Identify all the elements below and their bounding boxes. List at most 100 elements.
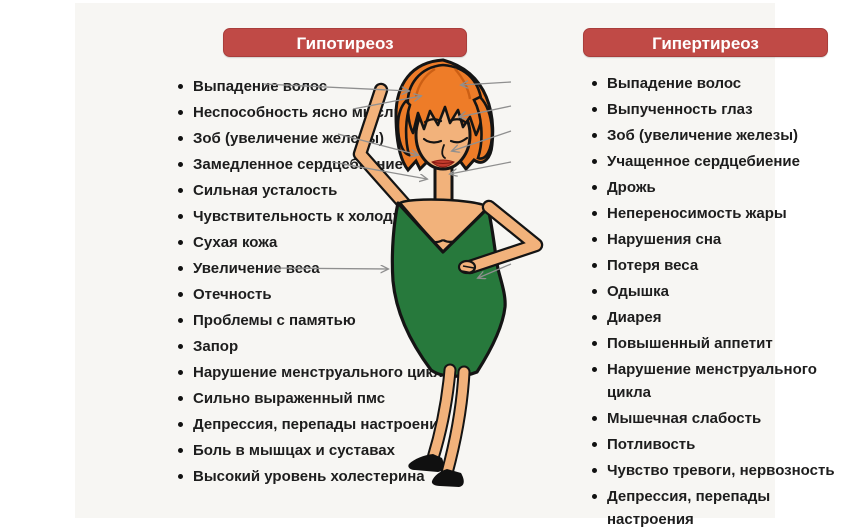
symptom-item: Чувство тревоги, нервозность: [592, 459, 844, 482]
symptom-item: Нарушения сна: [592, 228, 844, 251]
bullet-icon: [592, 341, 597, 346]
symptom-label: Зоб (увеличение железы): [193, 130, 385, 147]
symptom-label: Неспособность ясно мыслить: [193, 104, 420, 121]
symptom-label: Зоб (увеличение железы): [607, 127, 799, 144]
bullet-icon: [592, 107, 597, 112]
symptom-item: Одышка: [592, 280, 844, 303]
symptom-label: Замедленное сердцебиение: [193, 156, 403, 173]
symptom-label: Потеря веса: [607, 257, 699, 274]
bullet-icon: [592, 263, 597, 268]
symptom-label: Депрессия, перепады настроения: [193, 416, 448, 433]
bullet-icon: [178, 188, 183, 193]
symptom-item: Нарушение менструального цикла: [592, 358, 844, 404]
bullet-icon: [178, 448, 183, 453]
symptom-label: Потливость: [607, 436, 696, 453]
symptom-item: Выпадение волос: [592, 72, 844, 95]
bullet-icon: [592, 211, 597, 216]
symptom-item: Зоб (увеличение железы): [178, 127, 478, 150]
symptom-label: Мышечная слабость: [607, 410, 762, 427]
bullet-icon: [178, 318, 183, 323]
symptom-item: Депрессия, перепады настроения: [592, 485, 844, 528]
symptom-item: Нарушение менструального цикла: [178, 361, 478, 384]
symptom-label: Отечность: [193, 286, 272, 303]
symptom-item: Выпученность глаз: [592, 98, 844, 121]
bullet-icon: [178, 370, 183, 375]
symptom-label: Выпадение волос: [193, 78, 328, 95]
symptom-label: Увеличение веса: [193, 260, 320, 277]
symptom-item: Повышенный аппетит: [592, 332, 844, 355]
bullet-icon: [592, 289, 597, 294]
symptom-label: Чувство тревоги, нервозность: [607, 462, 835, 479]
symptom-item: Высокий уровень холестерина: [178, 465, 478, 488]
symptom-label: Чувствительность к холоду: [193, 208, 402, 225]
symptom-item: Непереносимость жары: [592, 202, 844, 225]
symptom-item: Запор: [178, 335, 478, 358]
symptom-item: Дрожь: [592, 176, 844, 199]
symptom-label: Нарушение менструального цикла: [193, 364, 452, 381]
symptom-item: Диарея: [592, 306, 844, 329]
symptom-item: Мышечная слабость: [592, 407, 844, 430]
symptom-label: Запор: [193, 338, 239, 355]
bullet-icon: [178, 240, 183, 245]
bullet-icon: [178, 110, 183, 115]
bullet-icon: [178, 474, 183, 479]
symptom-label: Высокий уровень холестерина: [193, 468, 425, 485]
symptom-label: Дрожь: [607, 179, 656, 196]
symptom-label: Выпадение волос: [607, 75, 742, 92]
symptom-label: Сильная усталость: [193, 182, 338, 199]
bullet-icon: [592, 416, 597, 421]
bullet-icon: [592, 159, 597, 164]
symptom-label: Повышенный аппетит: [607, 335, 773, 352]
bullet-icon: [178, 162, 183, 167]
bullet-icon: [178, 266, 183, 271]
bullet-icon: [592, 494, 597, 499]
symptom-item: Проблемы с памятью: [178, 309, 478, 332]
hypothyroidism-symptom-list: Выпадение волос Неспособность ясно мыслит…: [178, 75, 478, 491]
bullet-icon: [592, 237, 597, 242]
symptom-item: Сухая кожа: [178, 231, 478, 254]
bullet-icon: [592, 185, 597, 190]
hypothyroidism-title: Гипотиреоз: [296, 34, 394, 53]
bullet-icon: [592, 442, 597, 447]
hypothyroidism-header: Гипотиреоз: [223, 28, 467, 57]
symptom-label: Нарушения сна: [607, 231, 722, 248]
symptom-item: Боль в мышцах и суставах: [178, 439, 478, 462]
symptom-item: Сильная усталость: [178, 179, 478, 202]
bullet-icon: [592, 81, 597, 86]
symptom-label: Сухая кожа: [193, 234, 278, 251]
bullet-icon: [178, 396, 183, 401]
symptom-item: Замедленное сердцебиение: [178, 153, 478, 176]
symptom-label: Боль в мышцах и суставах: [193, 442, 395, 459]
symptom-item: Сильно выраженный пмс: [178, 387, 478, 410]
symptom-item: Зоб (увеличение железы): [592, 124, 844, 147]
bullet-icon: [178, 292, 183, 297]
symptom-label: Учащенное сердцебиение: [607, 153, 800, 170]
symptom-item: Неспособность ясно мыслить: [178, 101, 478, 124]
hyperthyroidism-title: Гипертиреоз: [652, 34, 759, 53]
symptom-label: Непереносимость жары: [607, 205, 787, 222]
symptom-item: Отечность: [178, 283, 478, 306]
symptom-label: Проблемы с памятью: [193, 312, 356, 329]
bullet-icon: [178, 84, 183, 89]
symptom-label: Выпученность глаз: [607, 101, 753, 118]
bullet-icon: [178, 136, 183, 141]
bullet-icon: [178, 214, 183, 219]
symptom-item: Чувствительность к холоду: [178, 205, 478, 228]
symptom-item: Потливость: [592, 433, 844, 456]
symptom-label: Диарея: [607, 309, 662, 326]
symptom-item: Депрессия, перепады настроения: [178, 413, 478, 436]
bullet-icon: [592, 468, 597, 473]
symptom-item: Потеря веса: [592, 254, 844, 277]
symptom-label: Сильно выраженный пмс: [193, 390, 386, 407]
symptom-item: Выпадение волос: [178, 75, 478, 98]
hyperthyroidism-symptom-list: Выпадение волос Выпученность глаз Зоб (уве…: [592, 72, 844, 528]
bullet-icon: [592, 133, 597, 138]
symptom-item: Увеличение веса: [178, 257, 478, 280]
symptom-label: Депрессия, перепады настроения: [607, 488, 771, 528]
infographic-panel: Гипотиреоз Гипертиреоз Выпадение волос Не…: [75, 3, 835, 528]
bullet-icon: [178, 344, 183, 349]
symptom-label: Нарушение менструального цикла: [607, 361, 817, 401]
symptom-item: Учащенное сердцебиение: [592, 150, 844, 173]
hyperthyroidism-header: Гипертиреоз: [583, 28, 828, 57]
